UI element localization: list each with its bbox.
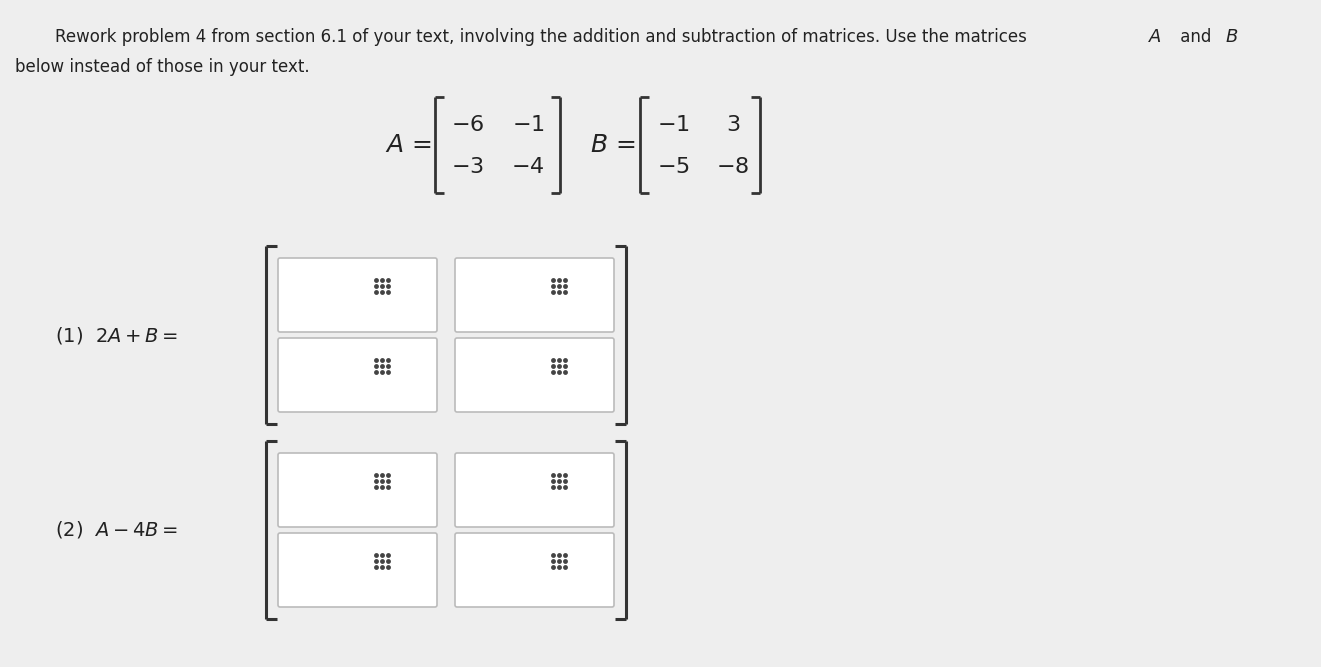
FancyBboxPatch shape (454, 338, 614, 412)
Text: below instead of those in your text.: below instead of those in your text. (15, 58, 309, 76)
Text: $-3$: $-3$ (452, 157, 485, 177)
Text: $-5$: $-5$ (657, 157, 690, 177)
Text: and: and (1174, 28, 1217, 46)
FancyBboxPatch shape (277, 258, 437, 332)
FancyBboxPatch shape (277, 533, 437, 607)
Text: $\mathit{B}$: $\mathit{B}$ (1225, 28, 1238, 46)
Text: $-8$: $-8$ (716, 157, 749, 177)
Text: $(2)$  $\mathit{A} - 4\mathit{B} =$: $(2)$ $\mathit{A} - 4\mathit{B} =$ (55, 520, 178, 540)
Text: $-6$: $-6$ (452, 115, 485, 135)
Text: $-1$: $-1$ (657, 115, 690, 135)
Text: $\mathit{B}$ =: $\mathit{B}$ = (590, 133, 635, 157)
FancyBboxPatch shape (277, 453, 437, 527)
FancyBboxPatch shape (454, 258, 614, 332)
FancyBboxPatch shape (454, 453, 614, 527)
Text: Rework problem 4 from section 6.1 of your text, involving the addition and subtr: Rework problem 4 from section 6.1 of you… (55, 28, 1032, 46)
FancyBboxPatch shape (454, 533, 614, 607)
Text: $-1$: $-1$ (511, 115, 544, 135)
FancyBboxPatch shape (277, 338, 437, 412)
Text: $\mathit{A}$: $\mathit{A}$ (1148, 28, 1162, 46)
Text: $-4$: $-4$ (511, 157, 544, 177)
Text: $\mathit{A}$ =: $\mathit{A}$ = (384, 133, 432, 157)
Text: $3$: $3$ (725, 115, 740, 135)
Text: $(1)$  $2\mathit{A} + \mathit{B} =$: $(1)$ $2\mathit{A} + \mathit{B} =$ (55, 325, 178, 346)
